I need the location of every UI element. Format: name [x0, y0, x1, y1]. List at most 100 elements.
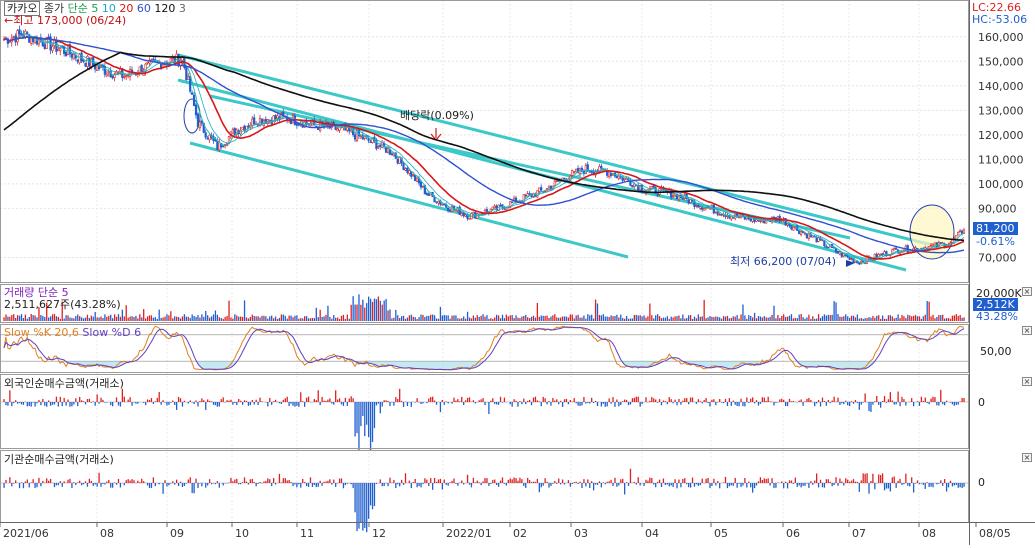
- institution-flow-bar: [886, 483, 887, 489]
- volume-bar: [554, 314, 555, 321]
- volume-bar: [529, 318, 530, 321]
- foreign-flow-bar: [766, 401, 767, 402]
- foreign-flow-bar: [954, 402, 955, 406]
- institution-flow-bar: [863, 473, 864, 483]
- volume-bar: [85, 318, 86, 321]
- candle-body: [65, 52, 67, 56]
- foreign-flow-bar: [632, 398, 633, 402]
- institution-flow-bar: [839, 478, 840, 483]
- foreign-flow-bar: [316, 400, 317, 402]
- institution-flow-bar: [387, 483, 388, 486]
- close-icon[interactable]: ×: [1022, 326, 1032, 335]
- close-icon[interactable]: ×: [1022, 377, 1032, 386]
- institution-flow-bar: [591, 481, 592, 483]
- close-icon[interactable]: ×: [1022, 287, 1032, 296]
- volume-bar: [374, 299, 375, 321]
- foreign-flow-bar: [576, 402, 577, 403]
- institution-flow-bar: [118, 479, 119, 483]
- candle-body: [500, 205, 502, 206]
- institution-flow-bar: [397, 483, 398, 484]
- institution-flow-bar: [19, 483, 20, 488]
- foreign-flow-bar: [725, 399, 726, 402]
- foreign-flow-bar: [847, 402, 848, 405]
- foreign-flow-bar: [568, 402, 569, 404]
- foreign-flow-bar: [320, 402, 321, 405]
- institution-flow-bar: [928, 483, 929, 487]
- institution-flow-bar: [306, 483, 307, 486]
- volume-bar: [73, 318, 74, 321]
- foreign-flow-bar: [894, 402, 895, 405]
- volume-bar: [321, 317, 322, 321]
- foreign-flow-bar: [736, 402, 737, 406]
- foreign-flow-bar: [242, 402, 243, 405]
- foreign-flow-bar: [696, 402, 697, 404]
- volume-bar: [942, 315, 943, 321]
- foreign-flow-bar: [71, 402, 72, 406]
- institution-flow-bar: [546, 482, 547, 483]
- volume-bar: [143, 309, 144, 321]
- volume-bar: [300, 318, 301, 321]
- candle-body: [197, 114, 199, 127]
- institution-flow-bar: [539, 483, 540, 492]
- volume-bar: [153, 318, 154, 321]
- ma10-line: [4, 36, 964, 261]
- foreign-flow-bar: [104, 402, 105, 403]
- volume-bar: [958, 316, 959, 321]
- volume-bar: [471, 318, 472, 321]
- volume-bar: [643, 315, 644, 321]
- foreign-flow-bar: [178, 397, 179, 402]
- volume-bar: [721, 319, 722, 321]
- foreign-flow-bar: [938, 402, 939, 406]
- volume-bar: [824, 314, 825, 321]
- foreign-flow-bar: [814, 402, 815, 406]
- institution-flow-bar: [64, 481, 65, 483]
- institution-flow-bar: [740, 483, 741, 487]
- volume-bar: [432, 315, 433, 321]
- volume-bar: [312, 318, 313, 321]
- foreign-flow-bar: [77, 402, 78, 406]
- candle-body: [191, 93, 193, 95]
- candle-body: [589, 172, 591, 173]
- institution-flow-bar: [360, 483, 361, 523]
- foreign-flow-bar: [773, 402, 774, 406]
- foreign-flow-bar: [820, 402, 821, 407]
- foreign-flow-bar: [554, 401, 555, 402]
- foreign-flow-bar: [785, 402, 786, 406]
- foreign-flow-bar: [358, 402, 359, 450]
- volume-bar: [519, 318, 520, 321]
- foreign-flow-bar: [205, 402, 206, 410]
- institution-flow-bar: [946, 483, 947, 492]
- volume-bar: [859, 319, 860, 321]
- institution-flow-bar: [515, 478, 516, 483]
- institution-axis-tick: 0: [978, 476, 985, 489]
- institution-flow-bar: [96, 483, 97, 487]
- volume-bar: [614, 316, 615, 321]
- volume-bar: [556, 317, 557, 321]
- institution-flow-bar: [554, 481, 555, 483]
- volume-bar: [927, 301, 928, 321]
- foreign-flow-bar: [430, 397, 431, 402]
- volume-bar: [271, 316, 272, 321]
- volume-bar: [839, 317, 840, 321]
- candle-body: [632, 186, 634, 188]
- volume-bar: [411, 315, 412, 321]
- institution-flow-bar: [209, 479, 210, 483]
- foreign-flow-bar: [83, 401, 84, 402]
- foreign-flow-bar: [512, 402, 513, 407]
- foreign-flow-bar: [610, 402, 611, 404]
- volume-bar: [608, 317, 609, 321]
- foreign-flow-bar: [195, 400, 196, 402]
- institution-flow-bar: [576, 482, 577, 483]
- volume-bar: [451, 316, 452, 321]
- institution-flow-bar: [147, 483, 148, 485]
- foreign-flow-bar: [285, 398, 286, 402]
- volume-bar: [217, 315, 218, 321]
- close-icon[interactable]: ×: [1022, 453, 1032, 462]
- institution-flow-bar: [42, 481, 43, 483]
- volume-bar: [649, 304, 650, 321]
- candle-body: [492, 207, 494, 209]
- volume-bar: [341, 316, 342, 321]
- volume-bar: [506, 315, 507, 321]
- volume-bar: [40, 315, 41, 321]
